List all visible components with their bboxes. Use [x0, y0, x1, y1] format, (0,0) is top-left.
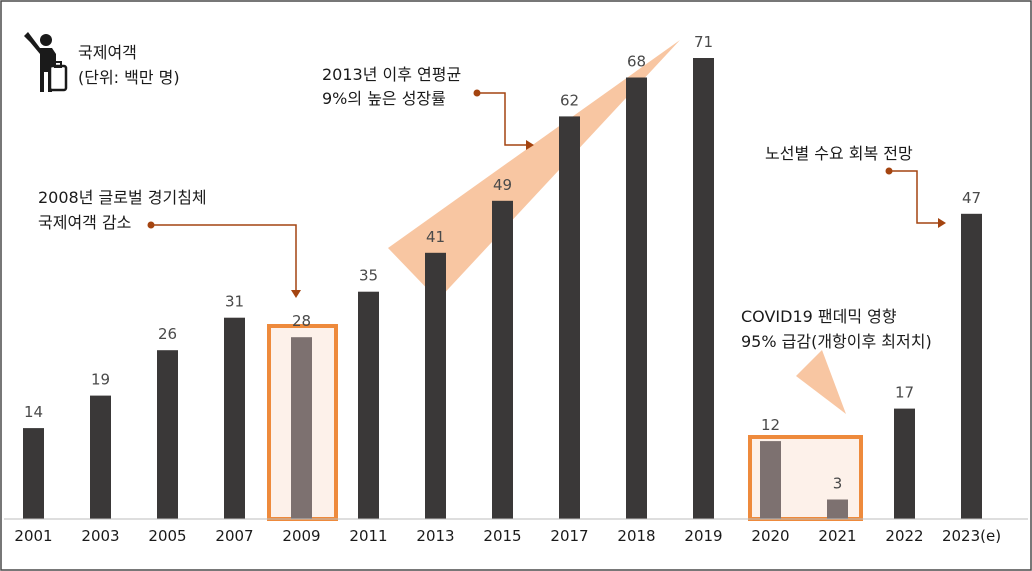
tick-label-2001: 2001 [14, 527, 52, 545]
bar-2003 [90, 395, 111, 519]
bar-2023(e) [961, 213, 982, 520]
value-label-2020: 12 [761, 416, 780, 434]
tick-label-2015: 2015 [483, 527, 521, 545]
tick-label-2019: 2019 [684, 527, 722, 545]
value-label-2001: 14 [24, 403, 43, 421]
annotation-growth-line1: 2013년 이후 연평균 [322, 65, 461, 84]
bar-2015 [492, 200, 513, 520]
bar-2009 [291, 337, 312, 519]
annotation-growth-arrow [477, 92, 528, 146]
tick-label-2022: 2022 [885, 527, 923, 545]
bar-2019 [693, 58, 714, 519]
value-label-2017: 62 [560, 91, 579, 109]
value-label-2007: 31 [225, 293, 244, 311]
tick-label-2003: 2003 [81, 527, 119, 545]
value-label-2013: 41 [426, 228, 445, 246]
value-label-2021: 3 [833, 475, 843, 493]
bar-2005 [157, 350, 178, 519]
tick-label-2009: 2009 [282, 527, 320, 545]
bar-2001 [23, 428, 44, 519]
tick-label-2005: 2005 [148, 527, 186, 545]
annotation-recovery-arrow [889, 170, 940, 224]
tick-label-2011: 2011 [349, 527, 387, 545]
value-label-2023(e): 47 [962, 189, 981, 207]
value-label-2003: 19 [91, 371, 110, 389]
covid-callout-wedge [796, 350, 846, 414]
annotation-growth-line2: 9%의 높은 성장률 [322, 89, 446, 108]
bar-series [23, 58, 982, 520]
bar-2011 [358, 291, 379, 519]
annotation-covid-line2: 95% 급감(개항이후 최저치) [741, 332, 932, 351]
tick-label-2007: 2007 [215, 527, 253, 545]
annotation-covid-line1: COVID19 팬데믹 영향 [741, 307, 897, 326]
tick-label-2013: 2013 [416, 527, 454, 545]
tick-label-2020: 2020 [751, 527, 789, 545]
annotation-2008-line1: 2008년 글로벌 경기침체 [38, 188, 207, 207]
annotation-growth-arrowhead [526, 140, 534, 150]
value-label-2015: 49 [493, 176, 512, 194]
bar-2018 [626, 77, 647, 519]
annotation-2008-crisis: 2008년 글로벌 경기침체 국제여객 감소 [38, 188, 301, 298]
annotation-2008-line2: 국제여객 감소 [38, 213, 131, 232]
legend-unit: (단위: 백만 명) [78, 68, 180, 87]
annotation-covid: COVID19 팬데믹 영향 95% 급감(개항이후 최저치) [741, 307, 932, 351]
tick-label-2017: 2017 [550, 527, 588, 545]
annotation-growth: 2013년 이후 연평균 9%의 높은 성장률 [322, 65, 534, 150]
legend-label: 국제여객 [78, 43, 137, 62]
value-label-2005: 26 [158, 325, 177, 343]
bar-2007 [224, 317, 245, 519]
annotation-2008-arrowhead [291, 290, 301, 298]
traveler-icon [24, 32, 68, 92]
annotation-recovery: 노선별 수요 회복 전망 [765, 144, 946, 228]
x-axis-ticks: 2001 2003 2005 2007 2009 2011 2013 2015 2017 2018… [14, 527, 1001, 545]
growth-trend-wedge [388, 40, 680, 300]
value-label-2009: 28 [292, 312, 311, 330]
bar-2021 [827, 499, 848, 519]
bar-2017 [559, 116, 580, 520]
tick-label-2023(e): 2023(e) [942, 527, 1001, 545]
bar-2020 [760, 441, 781, 519]
value-labels: 14 19 26 31 28 35 41 49 62 68 71 12 3 17 47 [24, 33, 981, 493]
legend: 국제여객 (단위: 백만 명) [24, 32, 180, 92]
bar-2013 [425, 252, 446, 520]
annotation-recovery-arrowhead [938, 218, 946, 228]
value-label-2011: 35 [359, 267, 378, 285]
annotation-2008-arrow [151, 224, 297, 292]
value-label-2022: 17 [895, 384, 914, 402]
value-label-2018: 68 [627, 53, 646, 71]
tick-label-2021: 2021 [818, 527, 856, 545]
value-label-2019: 71 [694, 33, 713, 51]
bar-2022 [894, 408, 915, 519]
tick-label-2018: 2018 [617, 527, 655, 545]
annotation-recovery-line1: 노선별 수요 회복 전망 [765, 144, 913, 163]
